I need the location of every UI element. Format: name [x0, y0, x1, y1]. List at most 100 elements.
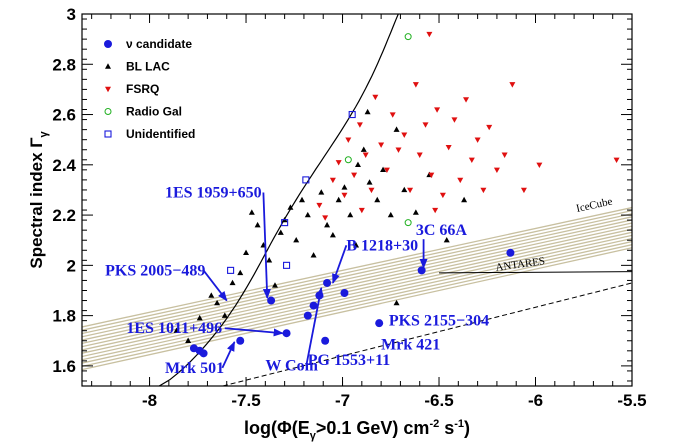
bl-lac-point — [412, 209, 419, 215]
fsrq-point — [474, 137, 481, 143]
candidate-point — [323, 278, 332, 287]
annotation-arrow — [202, 269, 228, 302]
source-label: PG 1553+11 — [308, 352, 390, 369]
legend-marker — [105, 63, 111, 69]
unidentified-point — [348, 110, 356, 119]
x-tick-label: -7.5 — [231, 391, 260, 410]
x-tick-label: -6.5 — [424, 391, 453, 410]
candidate-point — [282, 329, 291, 338]
bl-lac-point — [353, 242, 360, 248]
source-label: W Com — [265, 357, 318, 374]
bl-lac-point — [221, 312, 228, 318]
annotation-arrow — [305, 286, 324, 366]
y-tick-label: 2.2 — [52, 206, 76, 225]
fsrq-point — [536, 162, 543, 169]
bl-lac-point — [364, 108, 371, 115]
candidate-point — [375, 319, 384, 328]
y-tick-label: 2.4 — [52, 156, 76, 175]
fsrq-point — [345, 137, 352, 143]
annotation-arrow — [262, 192, 271, 300]
y-axis-title: Spectral index Γγ — [27, 130, 50, 268]
bl-lac-point — [266, 257, 273, 263]
y-tick-label: 2 — [67, 256, 76, 275]
bl-lac-point — [185, 337, 192, 343]
legend-marker — [105, 86, 111, 93]
bl-lac-point — [208, 292, 215, 298]
candidate-point — [199, 349, 208, 358]
annotation-arrow — [332, 244, 348, 284]
fsrq-point — [432, 207, 439, 214]
bl-lac-point — [354, 161, 361, 168]
fsrq-point — [356, 122, 363, 128]
legend-marker — [104, 108, 112, 115]
bl-lac-point — [271, 282, 278, 288]
icecube-band-line — [82, 231, 632, 354]
fsrq-point — [468, 157, 475, 163]
candidate-point — [340, 289, 349, 297]
source-label: PKS 2155−304 — [389, 313, 489, 330]
bl-lac-point — [393, 299, 400, 306]
unidentified-point — [227, 266, 235, 274]
icecube-label: IceCube — [575, 196, 613, 215]
source-label: PKS 2005−489 — [105, 262, 205, 279]
fsrq-point — [401, 132, 408, 138]
legend-entry: Radio Gal — [126, 105, 182, 119]
bl-lac-point — [248, 209, 255, 215]
bl-lac-point — [387, 211, 394, 218]
bl-lac-point — [329, 231, 336, 238]
bl-lac-point — [237, 269, 244, 276]
bl-lac-point — [304, 211, 311, 218]
y-tick-label: 1.6 — [52, 357, 76, 376]
bl-lac-point — [341, 184, 348, 190]
fsrq-point — [362, 152, 369, 158]
bl-lac-point — [335, 196, 342, 203]
legend-entry: ν candidate — [126, 37, 192, 51]
fsrq-point — [378, 142, 385, 148]
radio-gal-point — [344, 156, 352, 164]
y-tick-label: 3 — [67, 5, 76, 24]
bl-lac-point — [254, 221, 261, 228]
bl-lac-point — [393, 126, 400, 132]
x-tick-label: -7 — [335, 391, 350, 410]
fsrq-point — [407, 187, 414, 194]
fsrq-point — [351, 172, 358, 179]
unidentified-point — [281, 219, 289, 227]
source-label: 1ES 1011+496 — [126, 320, 222, 337]
legend-marker — [104, 40, 112, 48]
fsrq-point — [422, 122, 429, 128]
bl-lac-point — [229, 279, 236, 286]
fsrq-point — [493, 167, 500, 174]
icecube-band-line — [82, 209, 632, 331]
icecube-band-line — [82, 237, 632, 361]
icecube-band-line — [82, 240, 632, 364]
bl-lac-point — [293, 237, 300, 243]
bl-lac-point — [310, 252, 317, 258]
fsrq-point — [316, 202, 323, 209]
reference-curves — [158, 14, 632, 386]
y-tick-label: 2.8 — [52, 55, 76, 74]
bl-lac-point — [380, 166, 387, 173]
bl-lac-point — [277, 229, 284, 235]
y-tick-label: 2.6 — [52, 106, 76, 125]
y-tick-label: 1.8 — [52, 307, 76, 326]
candidate-point — [506, 248, 515, 257]
x-tick-label: -6 — [528, 391, 543, 410]
fsrq-point — [520, 187, 527, 194]
bl-lac-point — [214, 299, 221, 306]
fsrq-point — [439, 192, 446, 199]
candidate-point — [309, 301, 318, 310]
fsrq-point — [358, 207, 365, 214]
source-label: B 1218+30 — [346, 237, 418, 254]
fsrq-point — [395, 147, 402, 153]
fsrq-point — [412, 82, 419, 88]
legend: ν candidate BL LAC FSRQ Radio Gal Unidentifi… — [104, 37, 195, 141]
icecube-band-line — [82, 206, 632, 328]
candidate-point — [303, 311, 312, 320]
bl-lac-point — [324, 221, 331, 228]
x-tick-label: -8 — [142, 391, 157, 410]
bl-lac-point — [374, 196, 381, 203]
icecube-band-line — [82, 228, 632, 351]
unidentified-point — [283, 261, 291, 269]
fsrq-point — [416, 152, 423, 158]
